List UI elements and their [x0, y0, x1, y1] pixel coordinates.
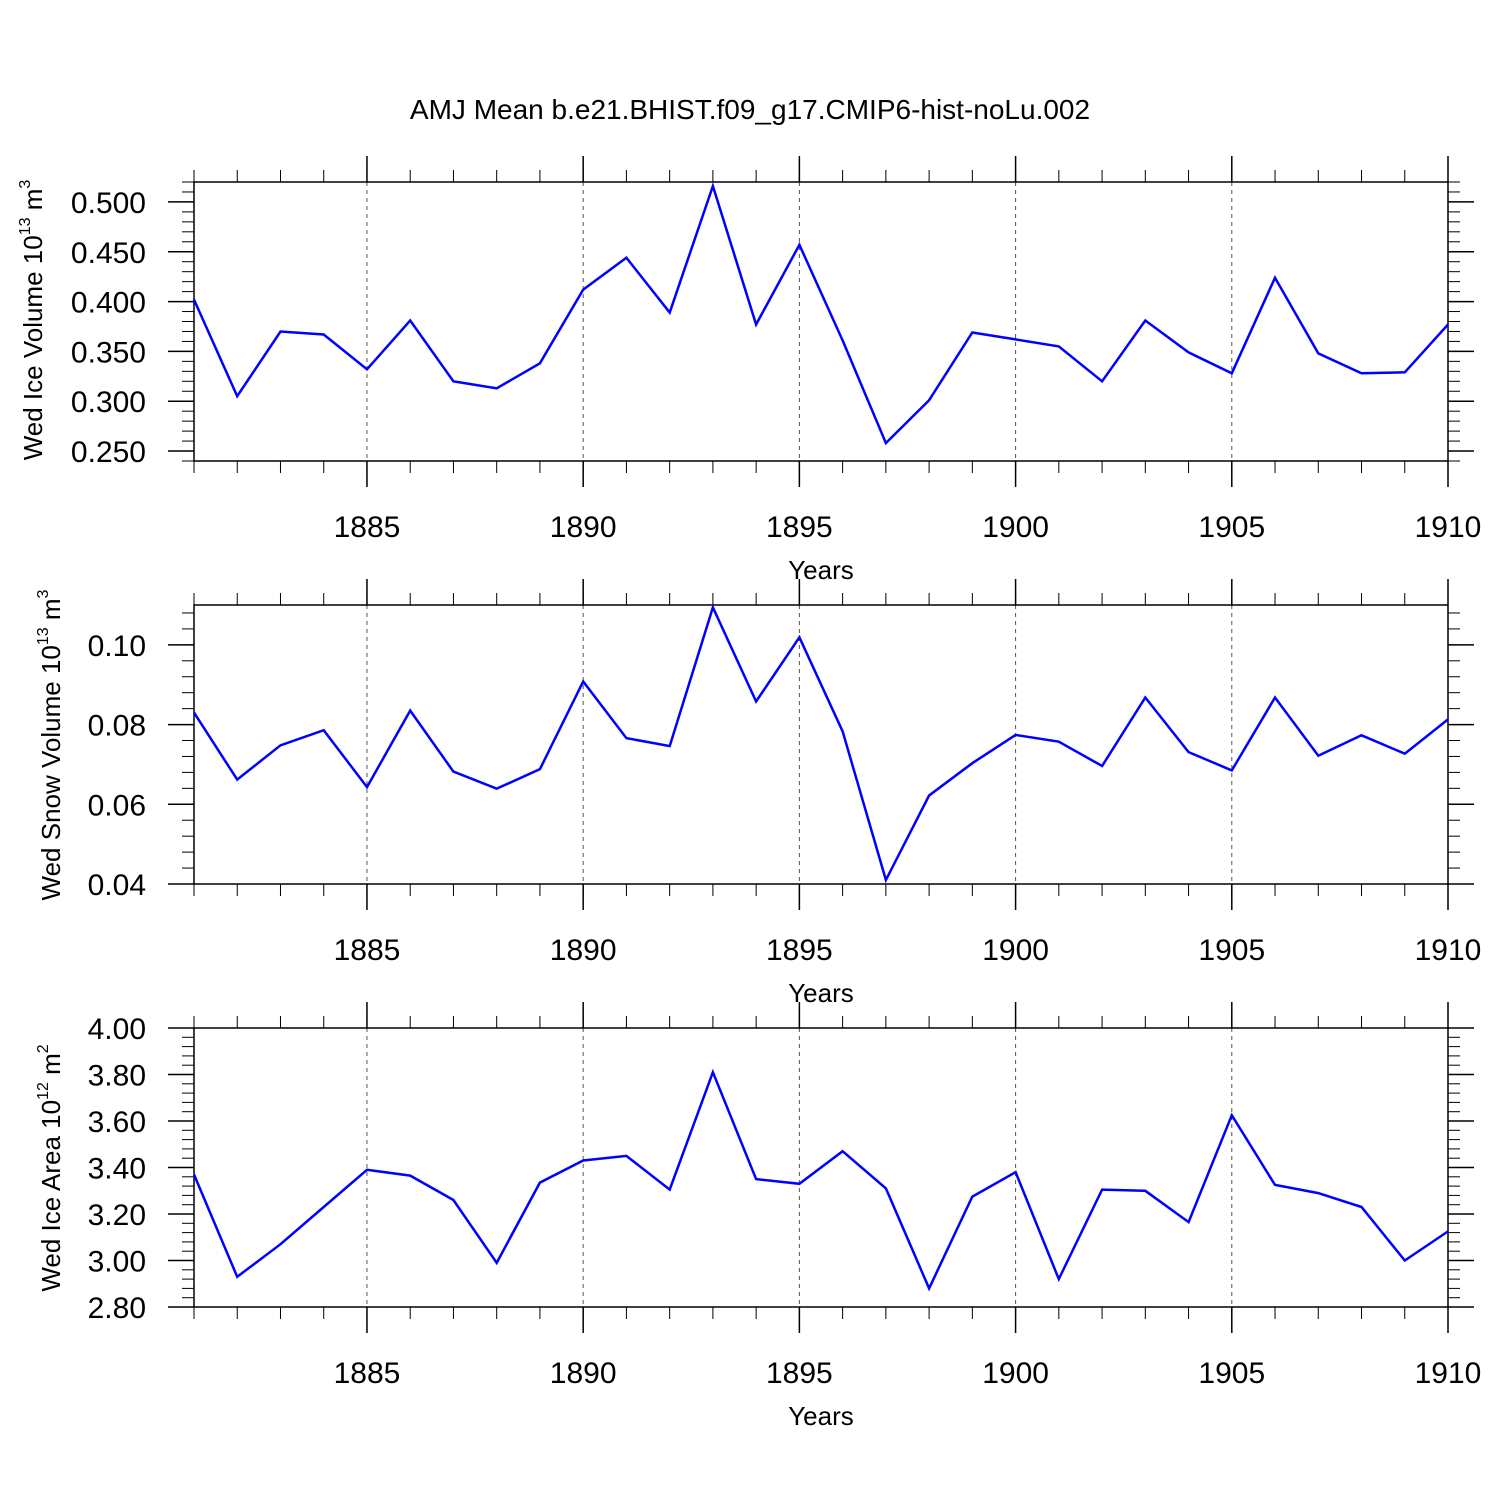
y-axis-title-unit-exponent: 2 — [35, 1044, 52, 1053]
x-tick-label: 1885 — [334, 934, 401, 967]
y-tick-label: 3.20 — [88, 1199, 146, 1232]
x-tick-label: 1890 — [550, 934, 617, 967]
x-tick-label: 1900 — [982, 1357, 1049, 1390]
x-tick-label: 1895 — [766, 511, 833, 544]
y-tick-label: 0.400 — [71, 287, 146, 320]
y-axis-title-unit-exponent: 3 — [17, 180, 34, 189]
y-tick-label: 0.08 — [88, 710, 146, 743]
x-tick-label: 1905 — [1198, 934, 1265, 967]
panels: 1885 1890 1895 1900 1905 1910 Years 0.250 0.300 0… — [17, 156, 1481, 1431]
x-tick-label: 1910 — [1415, 934, 1482, 967]
panel-3: 1885 1890 1895 1900 1905 1910 Years 2.80 3.00 3.2… — [35, 1002, 1481, 1431]
y-axis-title-main: Wed Ice Volume 10 — [18, 235, 48, 460]
y-tick-label: 0.450 — [71, 237, 146, 270]
y-tick-label: 0.04 — [88, 869, 146, 902]
y-tick-label: 0.300 — [71, 386, 146, 419]
panel-1: 1885 1890 1895 1900 1905 1910 Years 0.250 0.300 0… — [17, 156, 1481, 585]
y-tick-label: 0.500 — [71, 187, 146, 220]
y-tick-label: 4.00 — [88, 1013, 146, 1046]
y-axis-title: Wed Ice Area 1012 m2 — [35, 1044, 66, 1291]
y-tick-label: 0.06 — [88, 789, 146, 822]
y-axis-title-main: Wed Snow Volume 10 — [36, 645, 66, 900]
y-axis-title: Wed Snow Volume 1013 m3 — [35, 589, 66, 900]
x-tick-label: 1885 — [334, 511, 401, 544]
y-tick-label: 0.250 — [71, 436, 146, 469]
y-axis-title-exponent: 12 — [35, 1082, 52, 1100]
x-axis-title: Years — [788, 555, 854, 585]
x-axis-title: Years — [788, 1401, 854, 1431]
y-axis-title-unit: m — [36, 1053, 66, 1082]
y-axis-title: Wed Ice Volume 1013 m3 — [17, 180, 48, 461]
y-tick-label: 0.350 — [71, 336, 146, 369]
y-tick-label: 3.40 — [88, 1153, 146, 1186]
series-line — [192, 1068, 1449, 1292]
series-line — [192, 603, 1449, 884]
y-axis-title-exponent: 13 — [35, 627, 52, 645]
x-tick-label: 1895 — [766, 1357, 833, 1390]
series-line — [192, 181, 1449, 446]
y-axis-title-main: Wed Ice Area 10 — [36, 1100, 66, 1292]
x-tick-label: 1900 — [982, 511, 1049, 544]
plot-frame — [193, 181, 1449, 462]
x-tick-label: 1905 — [1198, 511, 1265, 544]
y-axis-title-unit: m — [36, 598, 66, 627]
x-tick-label: 1910 — [1415, 1357, 1482, 1390]
x-tick-label: 1910 — [1415, 511, 1482, 544]
x-tick-label: 1900 — [982, 934, 1049, 967]
y-tick-label: 0.10 — [88, 630, 146, 663]
y-tick-label: 3.80 — [88, 1060, 146, 1093]
panel-2: 1885 1890 1895 1900 1905 1910 Years 0.04 0.06 0.0… — [35, 579, 1481, 1008]
y-axis-title-exponent: 13 — [17, 217, 34, 235]
x-tick-label: 1905 — [1198, 1357, 1265, 1390]
chart-title: AMJ Mean b.e21.BHIST.f09_g17.CMIP6-hist-… — [410, 94, 1090, 125]
x-tick-label: 1890 — [550, 511, 617, 544]
y-tick-label: 3.60 — [88, 1106, 146, 1139]
x-axis-title: Years — [788, 978, 854, 1008]
x-tick-label: 1890 — [550, 1357, 617, 1390]
y-tick-label: 2.80 — [88, 1292, 146, 1325]
y-tick-label: 3.00 — [88, 1246, 146, 1279]
y-axis-title-unit: m — [18, 189, 48, 218]
y-axis-title-unit-exponent: 3 — [35, 589, 52, 598]
x-tick-label: 1895 — [766, 934, 833, 967]
x-tick-label: 1885 — [334, 1357, 401, 1390]
plot-frame — [193, 604, 1449, 885]
